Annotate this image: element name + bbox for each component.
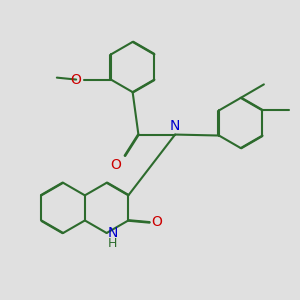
Text: H: H <box>108 237 117 250</box>
Text: O: O <box>110 158 121 172</box>
Text: O: O <box>152 215 162 230</box>
Text: N: N <box>108 226 118 240</box>
Text: N: N <box>170 118 180 133</box>
Text: O: O <box>70 73 81 87</box>
